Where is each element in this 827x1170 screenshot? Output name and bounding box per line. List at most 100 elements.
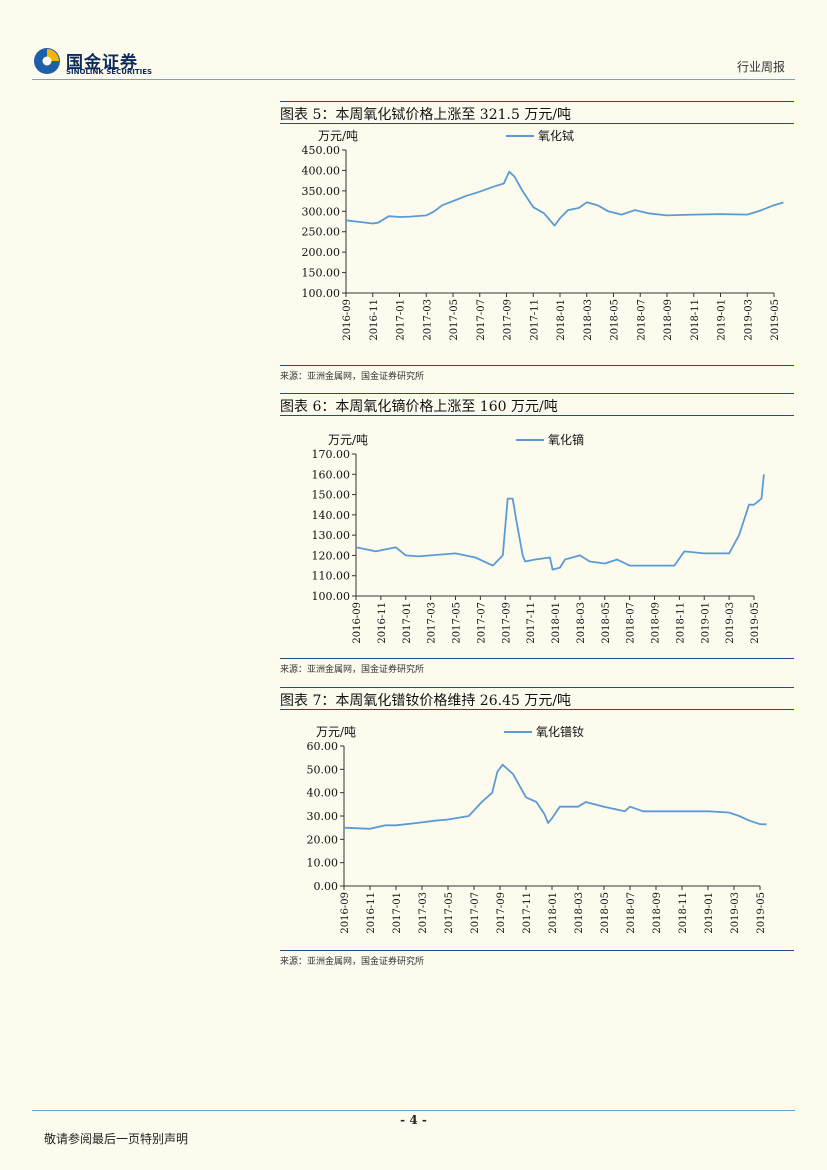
figure-top-rule [280, 393, 794, 394]
y-tick-label: 300.00 [302, 205, 341, 218]
x-tick-label: 2017-09 [501, 602, 512, 644]
page-number: - 4 - [400, 1113, 427, 1127]
logo-chinese-name: 国金证券 [66, 53, 138, 73]
disclaimer: 敬请参阅最后一页特别声明 [44, 1132, 189, 1146]
figure-title-rule [280, 123, 794, 124]
y-tick-label: 130.00 [312, 529, 351, 542]
x-tick-label: 2018-01 [551, 602, 562, 644]
y-tick-label: 20.00 [307, 833, 339, 846]
y-tick-label: 100.00 [302, 287, 341, 300]
x-tick-label: 2017-09 [503, 299, 514, 341]
series-line [343, 763, 767, 830]
chart-plot: 万元/吨 氧化铽 100.00 150.00 200.00 250.00 300.00 350… [302, 128, 784, 341]
logo-english-name: SINOLINK SECURITIES [66, 68, 153, 76]
x-tick-label: 2017-07 [470, 892, 481, 934]
legend-label: 氧化铽 [538, 128, 574, 143]
praseodymium-neodymium-oxide-price-chart: 万元/吨 氧化镨钕 0.00 10.00 20.00 30.00 40.00 50.00 60.… [280, 710, 794, 948]
company-logo: 国金证券 SINOLINK SECURITIES [32, 44, 162, 80]
figure-title: 图表 6：本周氧化镝价格上涨至 160 万元/吨 [280, 399, 558, 415]
x-tick-label: 2017-11 [529, 299, 540, 341]
y-tick-label: 450.00 [302, 144, 341, 157]
dysprosium-oxide-price-chart: 万元/吨 氧化镝 100.00 110.00 120.00 130.00 140.00 150… [280, 416, 794, 656]
x-tick-label: 2018-05 [600, 892, 611, 934]
x-tick-label: 2016-09 [340, 892, 351, 934]
x-tick-label: 2019-05 [770, 299, 781, 341]
y-tick-label: 350.00 [302, 185, 341, 198]
figure-top-rule [280, 101, 794, 102]
legend-label: 氧化镝 [548, 432, 584, 447]
x-tick-label: 2017-07 [476, 299, 487, 341]
x-tick-label: 2016-09 [352, 602, 363, 644]
x-tick-label: 2016-09 [342, 299, 353, 341]
x-tick-label: 2017-03 [418, 892, 429, 934]
x-tick-label: 2018-09 [652, 892, 663, 934]
x-tick-label: 2018-09 [663, 299, 674, 341]
x-tick-label: 2018-03 [583, 299, 594, 341]
x-tick-label: 2017-05 [444, 892, 455, 934]
x-tick-label: 2018-07 [626, 602, 637, 644]
series-line [345, 170, 784, 227]
x-tick-label: 2019-01 [717, 299, 728, 341]
x-tick-label: 2016-11 [366, 892, 377, 934]
x-tick-label: 2017-07 [476, 602, 487, 644]
x-tick-label: 2018-07 [636, 299, 647, 341]
x-tick-label: 2019-03 [743, 299, 754, 341]
logo-mark-icon [34, 48, 60, 74]
y-tick-label: 400.00 [302, 164, 341, 177]
x-tick-label: 2016-11 [377, 602, 388, 644]
figure-bottom-rule [280, 950, 794, 951]
x-tick-label: 2019-03 [725, 602, 736, 644]
x-tick-label: 2019-01 [704, 892, 715, 934]
x-tick-label: 2018-09 [651, 602, 662, 644]
header-divider [32, 79, 795, 80]
x-tick-label: 2017-03 [422, 299, 433, 341]
figure-title-rule [280, 415, 794, 416]
x-tick-label: 2018-11 [690, 299, 701, 341]
figure-source: 来源：亚洲金属网，国金证券研究所 [280, 665, 425, 675]
figure-source: 来源：亚洲金属网，国金证券研究所 [280, 957, 425, 967]
legend-label: 氧化镨钕 [536, 724, 584, 739]
y-tick-label: 160.00 [312, 468, 351, 481]
y-tick-label: 140.00 [312, 509, 351, 522]
y-tick-label: 30.00 [307, 810, 339, 823]
x-tick-label: 2017-01 [392, 892, 403, 934]
figure-bottom-rule [280, 658, 794, 659]
y-tick-label: 110.00 [312, 570, 351, 583]
x-tick-label: 2019-05 [750, 602, 761, 644]
x-tick-label: 2017-05 [449, 299, 460, 341]
y-unit-label: 万元/吨 [316, 725, 356, 739]
x-tick-label: 2017-11 [522, 892, 533, 934]
y-tick-label: 10.00 [307, 857, 339, 870]
chart-plot: 万元/吨 氧化镝 100.00 110.00 120.00 130.00 140.00 150… [312, 432, 765, 644]
x-tick-label: 2017-03 [427, 602, 438, 644]
y-tick-label: 60.00 [307, 740, 339, 753]
terbium-oxide-price-chart: 万元/吨 氧化铽 100.00 150.00 200.00 250.00 300.00 350… [280, 124, 794, 364]
series-line [355, 474, 765, 571]
x-tick-label: 2018-05 [610, 299, 621, 341]
x-tick-label: 2019-03 [730, 892, 741, 934]
footer-divider [32, 1110, 795, 1111]
figure-source: 来源：亚洲金属网，国金证券研究所 [280, 372, 425, 382]
report-type: 行业周报 [736, 60, 785, 74]
x-tick-label: 2018-01 [556, 299, 567, 341]
y-tick-label: 150.00 [312, 489, 351, 502]
y-tick-label: 150.00 [302, 267, 341, 280]
y-unit-label: 万元/吨 [328, 433, 368, 447]
y-tick-label: 200.00 [302, 246, 341, 259]
x-tick-label: 2018-07 [626, 892, 637, 934]
figure-title: 图表 7：本周氧化镨钕价格维持 26.45 万元/吨 [280, 693, 572, 709]
figure-bottom-rule [280, 365, 794, 366]
x-tick-label: 2017-11 [526, 602, 537, 644]
y-tick-label: 100.00 [312, 590, 351, 603]
figure-title-rule [280, 709, 794, 710]
y-tick-label: 40.00 [307, 787, 339, 800]
x-tick-label: 2018-11 [675, 602, 686, 644]
x-tick-label: 2018-01 [548, 892, 559, 934]
y-tick-label: 170.00 [312, 448, 351, 461]
y-unit-label: 万元/吨 [318, 129, 358, 143]
figure-title: 图表 5：本周氧化铽价格上涨至 321.5 万元/吨 [280, 107, 572, 123]
chart-plot: 万元/吨 氧化镨钕 0.00 10.00 20.00 30.00 40.00 50.00 60.… [307, 724, 768, 934]
figure-top-rule [280, 687, 794, 688]
x-tick-label: 2018-03 [574, 892, 585, 934]
x-tick-label: 2017-01 [396, 299, 407, 341]
